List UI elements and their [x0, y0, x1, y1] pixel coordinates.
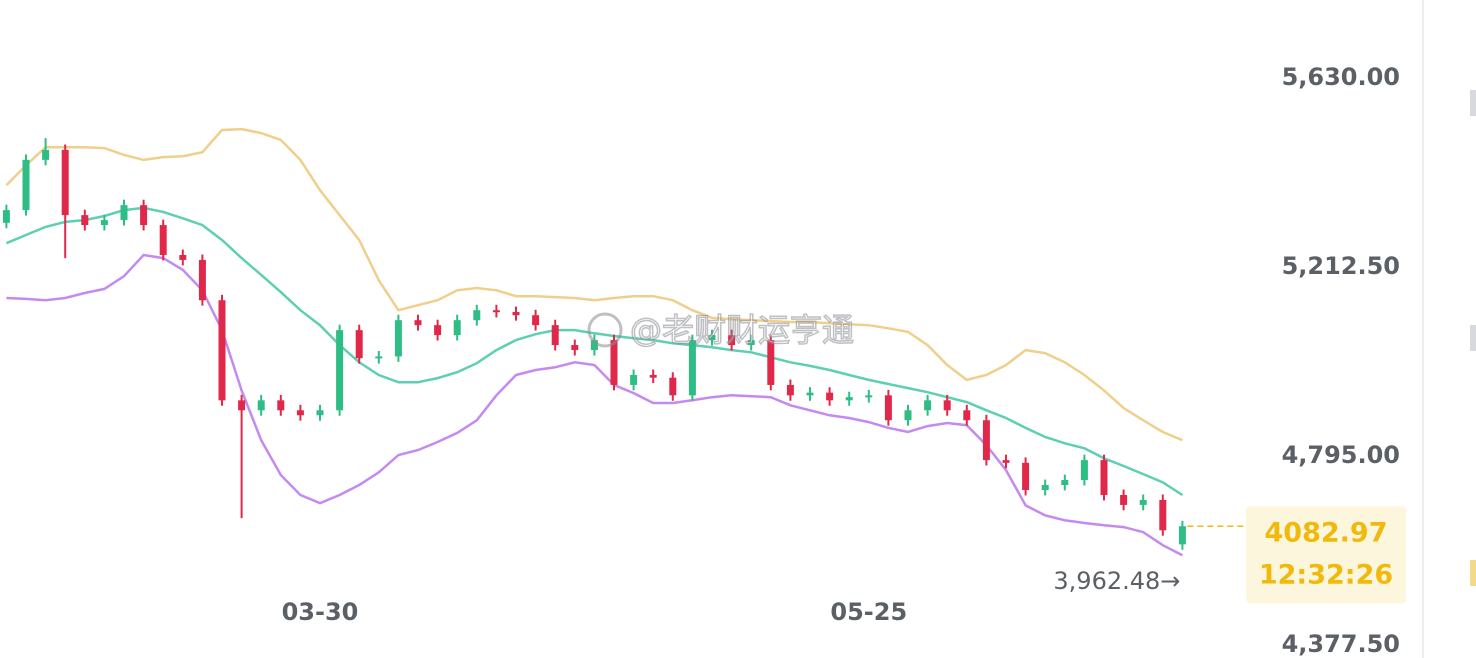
candle-body	[688, 340, 696, 396]
candle-body	[943, 400, 951, 411]
y-tick-label: 4,377.50	[1282, 630, 1400, 658]
candle-body	[218, 300, 226, 401]
candle-body	[982, 420, 990, 461]
candle-body	[296, 410, 304, 416]
candle-body	[1061, 480, 1069, 486]
candle-body	[100, 220, 108, 226]
candle-body	[865, 395, 873, 398]
candle-body	[198, 259, 206, 301]
band-line	[5, 206, 1184, 497]
candle-body	[1100, 460, 1108, 495]
candle-body	[904, 410, 912, 421]
candle-body	[747, 340, 755, 346]
candle-body	[140, 205, 148, 226]
price-label: 4082.97	[1265, 518, 1388, 549]
candle-body	[1022, 462, 1030, 490]
candle-body	[1002, 460, 1010, 463]
candle-body	[179, 254, 187, 260]
candle-body	[767, 340, 775, 385]
candle-body	[1139, 499, 1147, 505]
low-label: 3,962.48→	[1053, 567, 1180, 595]
candle-body	[42, 149, 50, 160]
candle-body	[277, 400, 285, 411]
candle-body	[708, 335, 716, 341]
candle-body	[434, 325, 442, 336]
candle-body	[884, 395, 892, 421]
candle-body	[492, 310, 500, 313]
candle-body	[1041, 485, 1049, 490]
candle-body	[786, 384, 794, 396]
candle-body	[924, 400, 932, 411]
candle-body	[845, 397, 853, 401]
candle-body	[512, 312, 520, 316]
candle-body	[414, 320, 422, 326]
candle-body	[120, 205, 128, 221]
watermark: @老财财运亨通	[587, 310, 855, 350]
candle-body	[532, 315, 540, 326]
candle-body	[375, 356, 383, 359]
side-marker	[1470, 560, 1476, 586]
candle-body	[316, 410, 324, 416]
candle-body	[826, 392, 834, 401]
watermark-icon	[587, 312, 623, 348]
x-tick-label: 05-25	[830, 598, 907, 626]
candle-body	[728, 335, 736, 346]
candle-body	[238, 400, 246, 411]
candle-body	[1159, 499, 1167, 531]
candle-body	[1080, 460, 1088, 481]
side-marker	[1470, 325, 1476, 351]
y-tick-label: 5,630.00	[1282, 63, 1400, 91]
watermark-text: @老财财运亨通	[630, 311, 854, 349]
time-label: 12:32:26	[1259, 560, 1393, 591]
candle-body	[336, 330, 344, 411]
candle-body	[806, 392, 814, 396]
candle-body	[61, 149, 69, 216]
side-marker	[1470, 90, 1476, 116]
candle-body	[1178, 526, 1186, 545]
candle-body	[81, 215, 89, 226]
y-tick-label: 4,795.00	[1282, 441, 1400, 469]
candle-body	[963, 410, 971, 421]
candle-body	[571, 345, 579, 351]
candle-body	[1120, 494, 1128, 505]
candle-body	[669, 377, 677, 396]
candle-body	[610, 340, 618, 385]
candle-body	[649, 374, 657, 378]
candle-body	[22, 159, 30, 211]
candle-body	[2, 210, 10, 223]
candle-body	[159, 225, 167, 255]
candle-body	[551, 325, 559, 346]
candle-body	[257, 400, 265, 411]
candle-body	[355, 330, 363, 359]
candle-body	[590, 340, 598, 351]
candle-body	[453, 320, 461, 336]
candle-body	[630, 374, 638, 385]
band-line	[5, 127, 1183, 442]
candle-body	[394, 320, 402, 357]
y-tick-label: 5,212.50	[1282, 252, 1400, 280]
x-tick-label: 03-30	[282, 598, 359, 626]
candle-body	[473, 310, 481, 321]
price-tag	[1246, 506, 1406, 604]
